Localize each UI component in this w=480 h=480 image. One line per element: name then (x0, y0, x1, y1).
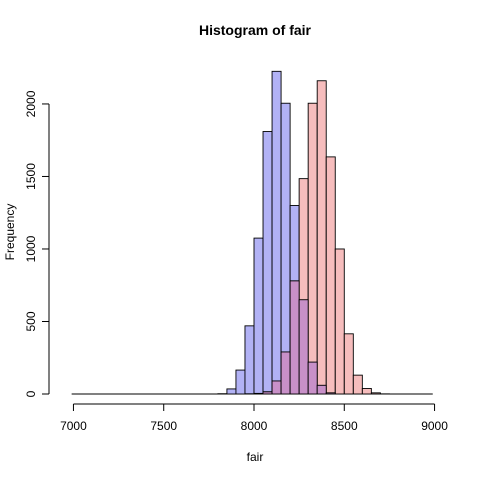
histogram-overlap-bar (289, 280, 300, 395)
histogram-bar-series-2 (370, 392, 381, 395)
histogram-bar-series-1 (244, 325, 255, 395)
histogram-bar-series-2 (325, 156, 336, 395)
histogram-bar-series-2 (343, 333, 354, 395)
histogram-bar-series-2 (361, 388, 372, 395)
x-axis: 7000 7500 8000 8500 9000 (60, 403, 448, 433)
histogram-bar-series-1 (253, 237, 264, 395)
histogram-bar-series-2 (316, 80, 327, 395)
histogram-bar-series-1 (226, 388, 237, 395)
histogram-overlap-bar (298, 299, 309, 395)
histogram-overlap-bar (253, 392, 264, 395)
histogram-bar-series-1 (235, 369, 246, 395)
y-tick-label: 2000 (24, 90, 38, 117)
x-axis-label: fair (247, 450, 264, 464)
histogram-overlap-bar (325, 392, 336, 395)
x-tick-label: 8000 (241, 419, 268, 433)
y-tick-label: 500 (24, 311, 38, 331)
y-axis-label: Frequency (3, 204, 17, 261)
histogram-bar-series-1 (271, 70, 282, 395)
chart-title: Histogram of fair (199, 22, 312, 38)
x-tick-label: 8500 (331, 419, 358, 433)
histogram-bars (71, 70, 433, 395)
histogram-overlap-bar (262, 391, 273, 395)
y-axis: 0 500 1000 1500 2000 (24, 90, 50, 397)
histogram-overlap-bar (316, 384, 327, 395)
y-tick-label: 0 (24, 390, 38, 397)
histogram-bar-series-2 (307, 102, 318, 395)
x-tick-label: 9000 (421, 419, 448, 433)
y-tick-label: 1500 (24, 163, 38, 190)
histogram-bar-series-1 (280, 102, 291, 395)
histogram-overlap-bar (280, 351, 291, 395)
histogram-bar-series-1 (262, 131, 273, 395)
histogram-bar-series-2 (352, 374, 363, 395)
y-tick-label: 1000 (24, 235, 38, 262)
x-tick-label: 7000 (60, 419, 87, 433)
histogram-overlap-bar (307, 361, 318, 395)
histogram-overlap-bar (271, 380, 282, 395)
histogram-bar-series-2 (334, 248, 345, 395)
x-tick-label: 7500 (150, 419, 177, 433)
